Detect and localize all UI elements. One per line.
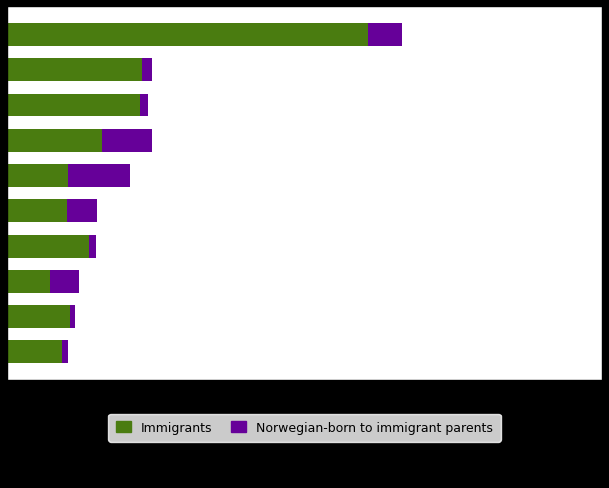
Bar (140, 94, 147, 117)
Bar (68, 165, 130, 187)
Bar (7, 59, 142, 82)
Bar (62, 341, 68, 364)
Bar (7, 235, 89, 258)
Bar (7, 305, 70, 328)
Bar (7, 24, 368, 47)
Bar (50, 270, 79, 293)
Bar (89, 235, 96, 258)
Bar (368, 24, 401, 47)
Bar (7, 341, 62, 364)
Bar (142, 59, 152, 82)
Bar (7, 270, 50, 293)
Bar (67, 200, 97, 223)
Legend: Immigrants, Norwegian-born to immigrant parents: Immigrants, Norwegian-born to immigrant … (108, 414, 501, 442)
Bar (70, 305, 75, 328)
Bar (7, 129, 102, 152)
Bar (102, 129, 152, 152)
Bar (7, 165, 68, 187)
Bar (7, 94, 140, 117)
Bar (7, 200, 67, 223)
